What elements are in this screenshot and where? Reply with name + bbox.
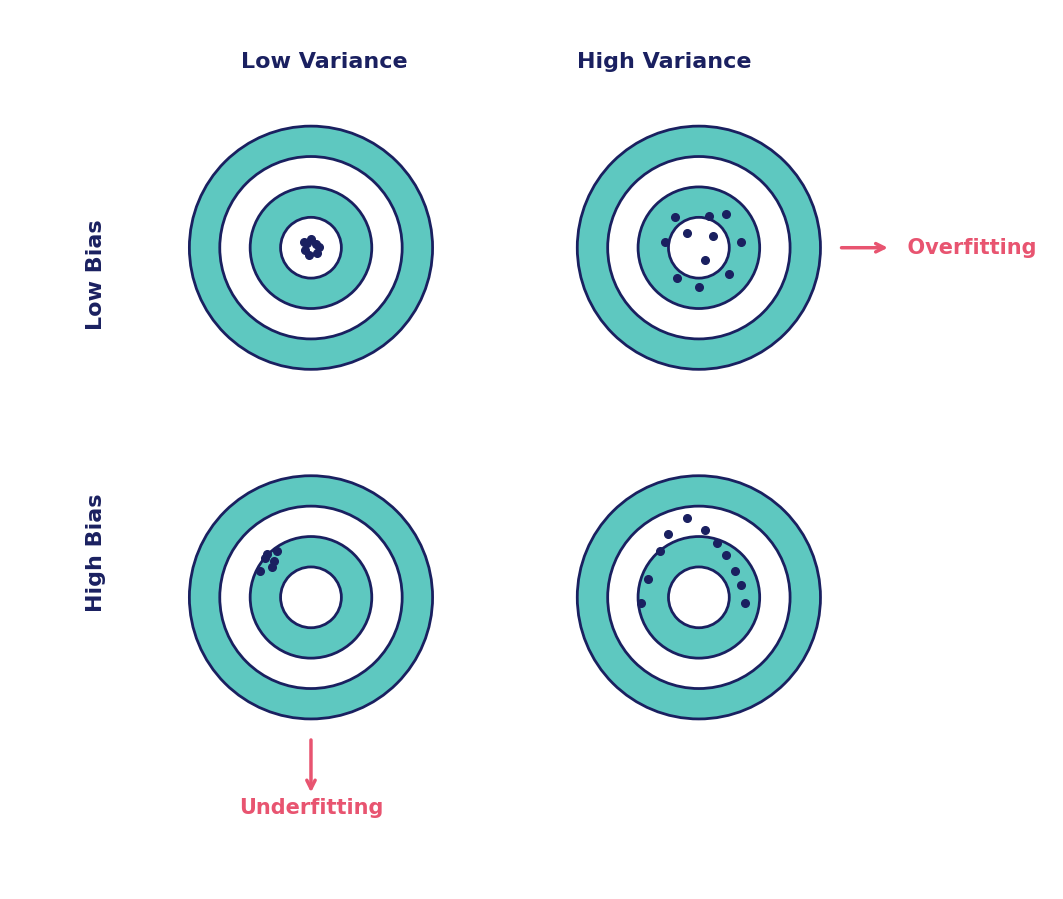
Circle shape bbox=[608, 506, 790, 689]
Circle shape bbox=[220, 156, 402, 339]
Circle shape bbox=[638, 187, 760, 308]
Text: Overfitting: Overfitting bbox=[842, 237, 1036, 258]
Circle shape bbox=[189, 476, 433, 719]
Text: High Bias: High Bias bbox=[86, 494, 105, 612]
Text: High Variance: High Variance bbox=[577, 52, 752, 72]
Circle shape bbox=[669, 218, 729, 278]
Circle shape bbox=[250, 187, 372, 308]
Circle shape bbox=[577, 476, 821, 719]
Circle shape bbox=[608, 156, 790, 339]
Text: Underfitting: Underfitting bbox=[239, 740, 383, 818]
Text: Low Bias: Low Bias bbox=[86, 218, 105, 330]
Circle shape bbox=[281, 218, 341, 278]
Circle shape bbox=[638, 537, 760, 658]
Text: Low Variance: Low Variance bbox=[241, 52, 407, 72]
Circle shape bbox=[189, 126, 433, 369]
Circle shape bbox=[220, 506, 402, 689]
Circle shape bbox=[281, 567, 341, 628]
Circle shape bbox=[250, 537, 372, 658]
Circle shape bbox=[577, 126, 821, 369]
Circle shape bbox=[669, 567, 729, 628]
